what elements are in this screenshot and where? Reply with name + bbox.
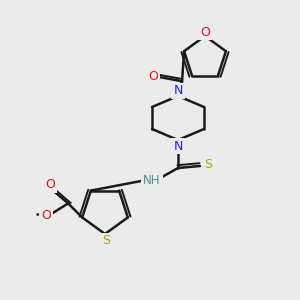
Text: S: S — [204, 158, 212, 172]
Text: O: O — [148, 70, 158, 83]
Text: O: O — [45, 178, 55, 191]
Text: N: N — [173, 140, 183, 152]
Text: NH: NH — [143, 173, 161, 187]
Text: S: S — [102, 235, 110, 248]
Text: O: O — [41, 209, 51, 222]
Text: O: O — [200, 26, 210, 38]
Text: N: N — [173, 85, 183, 98]
